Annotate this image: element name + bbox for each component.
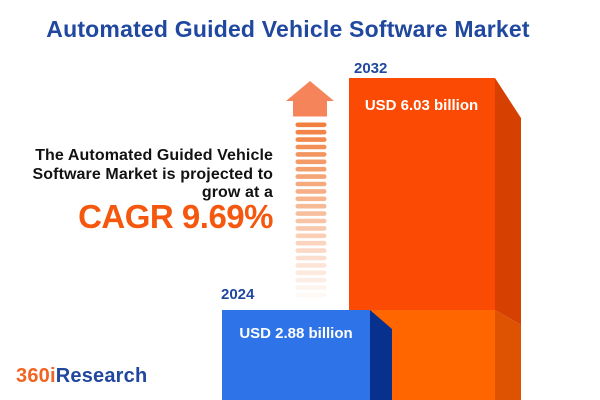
brand-logo-360i: 360i — [16, 365, 56, 387]
bar-2024 — [222, 310, 392, 400]
arrow-dash — [295, 233, 327, 239]
bar-value-2032: USD 6.03 billion — [364, 97, 479, 114]
arrow-dash — [295, 285, 327, 290]
arrow-dash — [295, 211, 327, 216]
arrow-dash — [295, 240, 327, 246]
arrow-dash — [295, 218, 327, 224]
bar-2024-front — [222, 310, 370, 400]
cagr-value: CAGR 9.69% — [78, 198, 273, 235]
tagline-line-3: grow at a — [201, 184, 273, 201]
arrow-dash — [295, 226, 327, 231]
brand-logo: 360iResearch — [16, 366, 147, 386]
year-label-2032: 2032 — [354, 60, 388, 77]
arrow-dash — [295, 166, 327, 172]
arrow-dash — [295, 203, 327, 209]
arrow-dash — [295, 144, 327, 150]
arrow-dash — [295, 263, 327, 268]
arrow-dash — [295, 129, 327, 135]
tagline-text: The Automated Guided Vehicle Software Ma… — [23, 147, 273, 203]
arrow-dash — [295, 270, 327, 276]
arrow-dash — [295, 255, 327, 261]
arrow-dash — [295, 122, 327, 128]
bar-2024-side — [370, 310, 392, 400]
bar-2032-front-top — [349, 78, 495, 310]
arrow-dash — [295, 196, 327, 202]
year-label-2024: 2024 — [221, 286, 255, 303]
arrow-dashes — [295, 122, 327, 298]
arrow-dash — [295, 277, 327, 283]
brand-logo-research: Research — [55, 365, 148, 387]
arrow-dash — [295, 292, 327, 298]
arrow-dash — [295, 152, 327, 157]
tagline-line-2: Software Market is projected to — [32, 165, 273, 183]
arrow-dash — [295, 137, 327, 142]
growth-arrow-icon — [286, 81, 334, 298]
tagline-line-1: The Automated Guided Vehicle — [35, 147, 273, 164]
arrow-dash — [295, 159, 327, 165]
bar-2032-side-top — [495, 78, 521, 325]
arrow-dash — [295, 189, 327, 194]
arrow-dash — [295, 181, 327, 187]
up-arrow-head-icon — [286, 81, 334, 117]
bar-value-2024: USD 2.88 billion — [239, 325, 353, 342]
arrow-dash — [295, 248, 327, 253]
bar-2032 — [349, 78, 521, 400]
page-title: Automated Guided Vehicle Software Market — [46, 16, 530, 42]
arrow-dash — [295, 174, 327, 179]
bar-2032-side-bottom — [495, 310, 521, 400]
